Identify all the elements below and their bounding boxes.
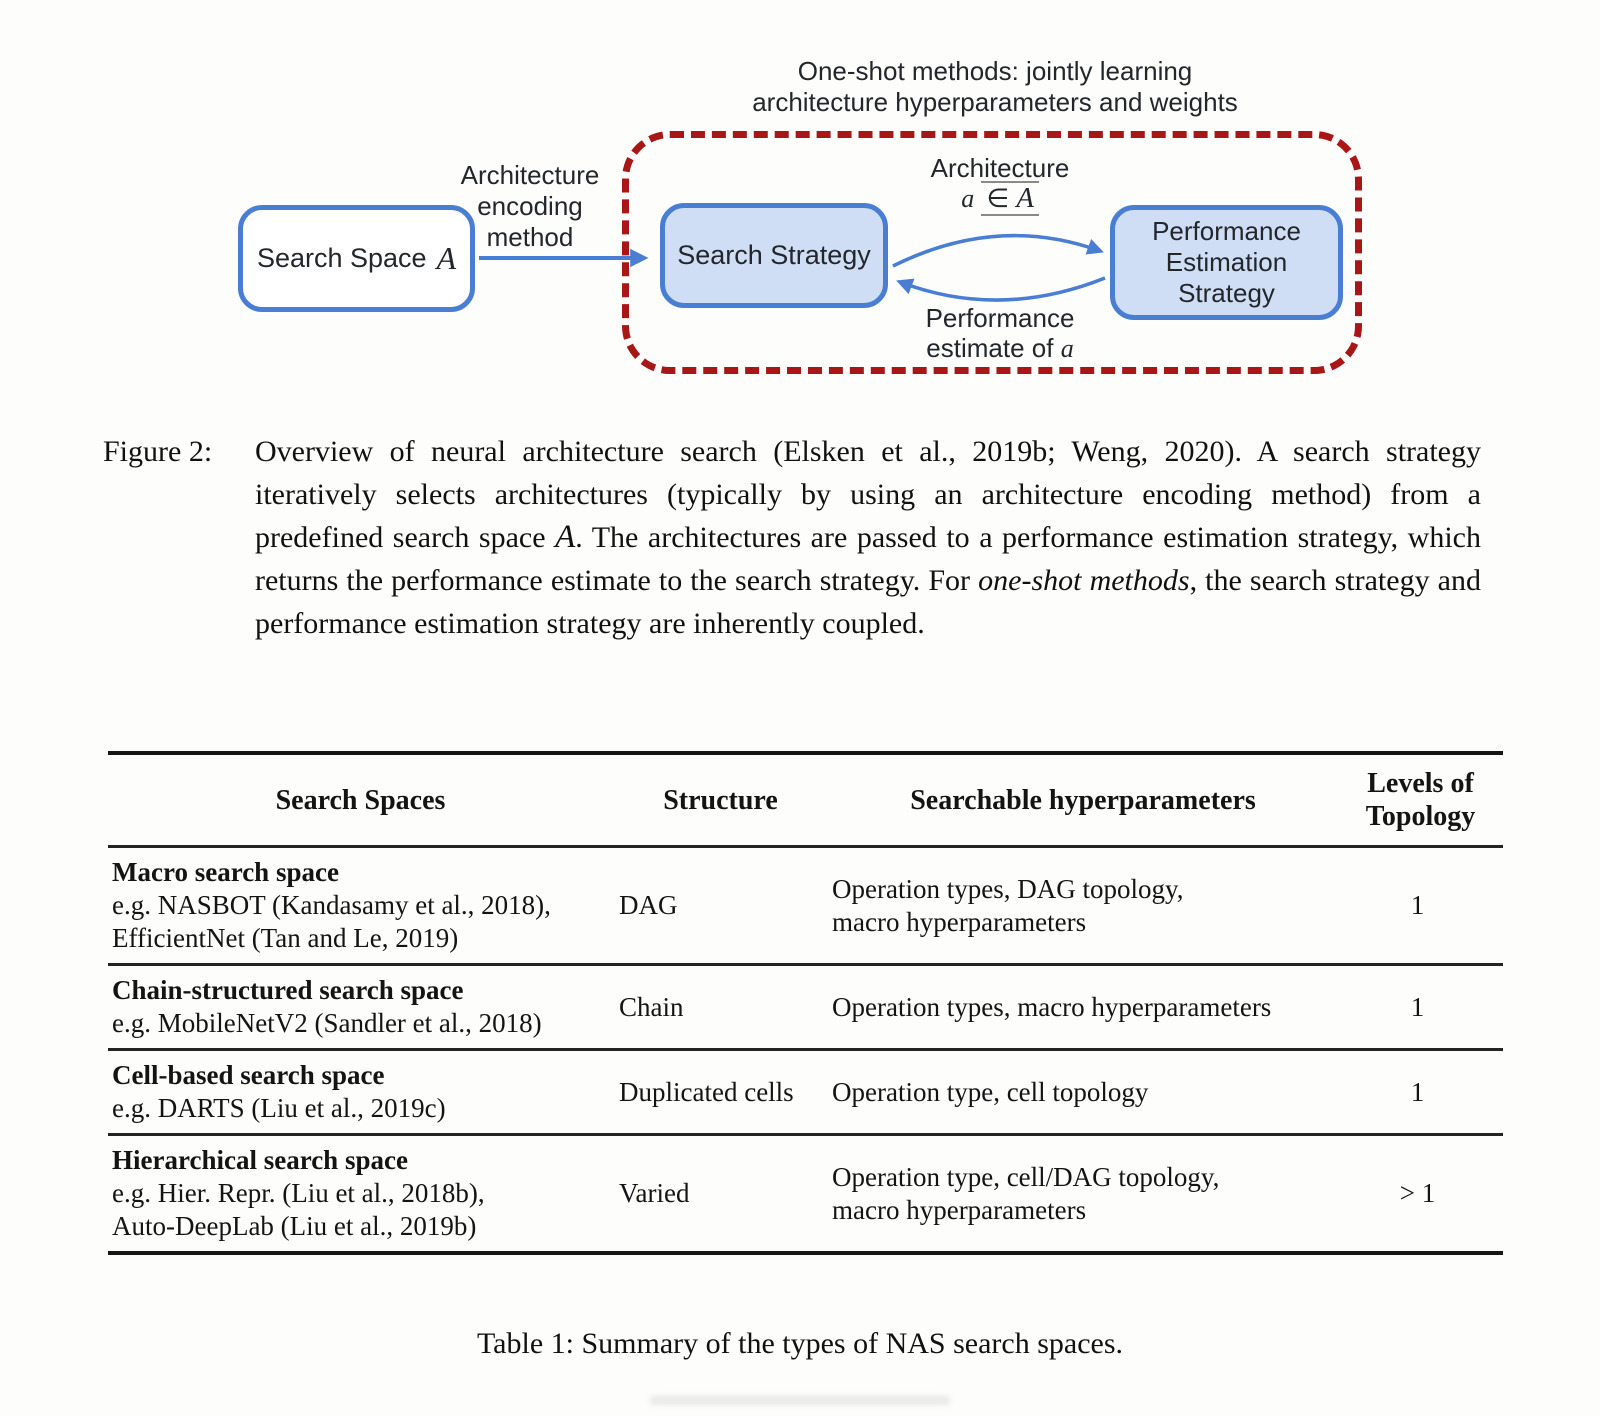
row-example-line2: Auto-DeepLab (Liu et al., 2019b)	[112, 1211, 477, 1241]
row-name: Chain-structured search space	[112, 975, 464, 1005]
architecture-var: a	[961, 184, 975, 213]
table-header-row: Search Spaces Structure Searchable hyper…	[108, 751, 1503, 848]
performance-estimate-label: Performance estimate of a	[880, 303, 1120, 364]
architecture-encoding-label: Architecture encoding method	[430, 160, 630, 253]
figure-2-caption-label: Figure 2:	[103, 435, 213, 468]
architecture-arrow-label-line1: Architecture	[930, 153, 1070, 183]
cell-structure: Chain	[619, 991, 684, 1022]
performance-box-line3: Strategy	[1178, 278, 1275, 308]
table-row-macro: Macro search space e.g. NASBOT (Kandasam…	[108, 848, 1503, 963]
cell-hyperparameters: Operation types, macro hyperparameters	[828, 983, 1338, 1032]
table-body: Macro search space e.g. NASBOT (Kandasam…	[108, 848, 1503, 1255]
caption-text-2: . The architectures are passed to a perf…	[255, 521, 1481, 597]
table-row-hierarchical: Hierarchical search space e.g. Hier. Rep…	[108, 1133, 1503, 1251]
performance-estimate-line1: Performance	[925, 303, 1075, 333]
architecture-arrow-label: Architecture a ∈ A	[880, 153, 1120, 216]
hyperparameters-line2: macro hyperparameters	[832, 1194, 1087, 1225]
encoding-label-line2: encoding	[477, 191, 583, 221]
cell-levels: > 1	[1399, 1178, 1436, 1208]
encoding-label-line1: Architecture	[460, 160, 600, 190]
figure-2-caption-body: Overview of neural architecture search (…	[255, 430, 1481, 645]
element-of-symbol: ∈	[986, 183, 1010, 213]
cell-structure: Duplicated cells	[619, 1076, 794, 1107]
hyperparameters-line1: Operation type, cell topology	[832, 1076, 1149, 1107]
cell-levels: 1	[1410, 890, 1425, 920]
cell-hyperparameters: Operation type, cell topology	[828, 1068, 1338, 1117]
performance-box-line2: Estimation	[1165, 247, 1288, 277]
row-example-line1: e.g. Hier. Repr. (Liu et al., 2018b),	[112, 1178, 485, 1208]
search-space-box: Search Space A	[238, 205, 475, 312]
cell-hyperparameters: Operation type, cell/DAG topology, macro…	[828, 1153, 1338, 1235]
search-space-set-symbol: A	[1016, 183, 1034, 214]
one-shot-annotation-line1: One-shot methods: jointly learning	[797, 56, 1193, 86]
table-row-chain: Chain-structured search space e.g. Mobil…	[108, 963, 1503, 1048]
hyperparameters-line2: macro hyperparameters	[832, 906, 1087, 937]
caption-one-shot-emphasis: one-shot methods	[978, 564, 1190, 597]
caption-text-3: , the search strategy and performance es…	[255, 564, 1481, 640]
row-example-line1: e.g. NASBOT (Kandasamy et al., 2018),	[112, 890, 551, 920]
performance-estimation-box: Performance Estimation Strategy	[1110, 205, 1343, 320]
table-row-cell-based: Cell-based search space e.g. DARTS (Liu …	[108, 1048, 1503, 1133]
nas-overview-diagram: One-shot methods: jointly learning archi…	[0, 0, 1600, 420]
search-strategy-box: Search Strategy	[660, 203, 888, 308]
cell-search-space: Chain-structured search space e.g. Mobil…	[108, 966, 613, 1048]
cell-search-space: Cell-based search space e.g. DARTS (Liu …	[108, 1051, 613, 1133]
row-example-line2: EfficientNet (Tan and Le, 2019)	[112, 923, 459, 953]
search-space-label: Search Space	[256, 243, 427, 273]
row-name: Macro search space	[112, 857, 339, 887]
cell-structure: DAG	[619, 890, 678, 920]
caption-space-symbol: A	[555, 519, 576, 555]
hyperparameters-line1: Operation types, macro hyperparameters	[832, 991, 1272, 1022]
row-example-line1: e.g. DARTS (Liu et al., 2019c)	[112, 1093, 446, 1123]
one-shot-region-outline	[622, 131, 1362, 374]
cell-levels: 1	[1410, 991, 1425, 1022]
one-shot-annotation-line2: architecture hyperparameters and weights	[752, 87, 1238, 117]
search-strategy-label: Search Strategy	[677, 240, 871, 270]
row-name: Cell-based search space	[112, 1060, 385, 1090]
header-structure: Structure	[663, 784, 778, 816]
figure-2-caption: Figure 2: Overview of neural architectur…	[103, 430, 1481, 645]
performance-estimate-var: a	[1060, 334, 1074, 363]
encoding-label-line3: method	[486, 222, 574, 252]
hyperparameters-line1: Operation type, cell/DAG topology,	[832, 1161, 1220, 1192]
hyperparameters-line1: Operation types, DAG topology,	[832, 873, 1184, 904]
header-search-spaces: Search Spaces	[275, 784, 446, 816]
one-shot-annotation: One-shot methods: jointly learning archi…	[695, 56, 1295, 118]
cell-search-space: Macro search space e.g. NASBOT (Kandasam…	[108, 848, 613, 963]
cell-levels: 1	[1410, 1076, 1425, 1107]
row-example-line1: e.g. MobileNetV2 (Sandler et al., 2018)	[112, 1008, 542, 1038]
row-name: Hierarchical search space	[112, 1145, 408, 1175]
scan-artifact	[650, 1396, 950, 1405]
performance-box-line1: Performance	[1152, 216, 1301, 246]
header-levels-of-topology: Levels of Topology	[1365, 768, 1476, 832]
caption-text-1: Overview of neural architecture search (…	[255, 435, 1481, 554]
cell-hyperparameters: Operation types, DAG topology, macro hyp…	[828, 865, 1338, 947]
header-searchable-hyperparameters: Searchable hyperparameters	[910, 784, 1256, 816]
cell-structure: Varied	[619, 1178, 690, 1208]
search-space-symbol: A	[436, 241, 457, 276]
nas-search-space-table: Search Spaces Structure Searchable hyper…	[108, 751, 1503, 1255]
membership-expression: ∈ A	[981, 181, 1039, 216]
cell-search-space: Hierarchical search space e.g. Hier. Rep…	[108, 1136, 613, 1251]
table-1-caption: Table 1: Summary of the types of NAS sea…	[476, 1327, 1124, 1360]
performance-estimate-line2: estimate of	[926, 333, 1061, 363]
